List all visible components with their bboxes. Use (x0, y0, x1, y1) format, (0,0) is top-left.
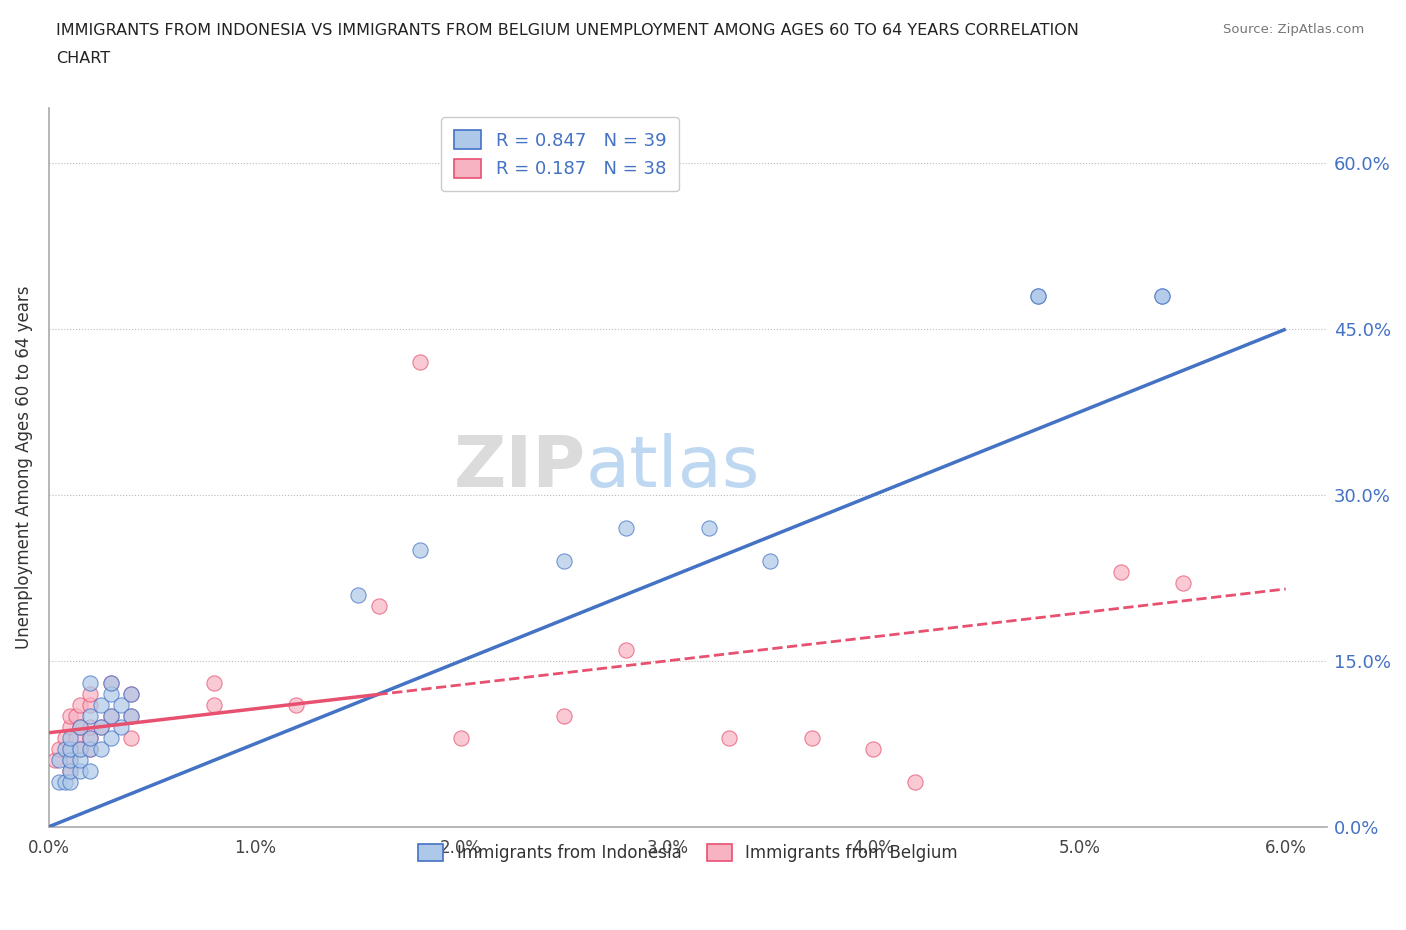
Point (55, 731, 77, 746)
Point (48, 775, 70, 790)
Point (120, 709, 142, 724)
Point (1150, 288, 1173, 303)
Point (697, 521, 720, 536)
Point (58, 753, 80, 768)
Point (79, 698, 101, 712)
Point (79, 709, 101, 724)
Text: Source: ZipAtlas.com: Source: ZipAtlas.com (1223, 23, 1364, 36)
Point (89, 720, 111, 735)
Point (58, 764, 80, 778)
Point (58, 731, 80, 746)
Point (285, 698, 308, 712)
Point (100, 731, 122, 746)
Text: IMMIGRANTS FROM INDONESIA VS IMMIGRANTS FROM BELGIUM UNEMPLOYMENT AMONG AGES 60 : IMMIGRANTS FROM INDONESIA VS IMMIGRANTS … (56, 23, 1080, 38)
Point (1028, 288, 1050, 303)
Point (89, 720, 111, 735)
Point (367, 598, 389, 613)
Point (79, 731, 101, 746)
Point (69, 764, 91, 778)
Point (58, 775, 80, 790)
Legend: Immigrants from Indonesia, Immigrants from Belgium: Immigrants from Indonesia, Immigrants fr… (412, 837, 965, 869)
Point (450, 731, 472, 746)
Point (65, 731, 87, 746)
Point (79, 731, 101, 746)
Point (110, 720, 132, 735)
Point (100, 709, 122, 724)
Text: atlas: atlas (586, 432, 761, 502)
Point (120, 731, 142, 746)
Point (58, 742, 80, 757)
Point (1109, 565, 1132, 579)
Point (58, 709, 80, 724)
Point (69, 742, 91, 757)
Text: ZIP: ZIP (454, 432, 586, 502)
Point (79, 742, 101, 757)
Point (79, 764, 101, 778)
Point (553, 709, 575, 724)
Point (1150, 288, 1173, 303)
Point (553, 554, 575, 569)
Point (58, 720, 80, 735)
Point (409, 355, 432, 370)
Point (1028, 288, 1050, 303)
Point (409, 543, 432, 558)
Point (79, 686, 101, 701)
Point (120, 686, 142, 701)
Point (100, 675, 122, 690)
Point (89, 698, 111, 712)
Point (55, 775, 77, 790)
Point (79, 720, 101, 735)
Point (100, 675, 122, 690)
Point (110, 698, 132, 712)
Point (759, 554, 782, 569)
Point (69, 698, 91, 712)
Point (58, 764, 80, 778)
Point (79, 675, 101, 690)
Point (614, 643, 637, 658)
Point (100, 686, 122, 701)
Point (65, 709, 87, 724)
Point (79, 742, 101, 757)
Point (100, 709, 122, 724)
Point (347, 587, 370, 602)
Point (89, 742, 111, 757)
Point (614, 521, 637, 536)
Point (55, 742, 77, 757)
Point (44, 753, 66, 768)
Point (69, 720, 91, 735)
Point (58, 753, 80, 768)
Point (69, 742, 91, 757)
Point (904, 775, 927, 790)
Point (120, 686, 142, 701)
Point (800, 731, 823, 746)
Point (202, 698, 225, 712)
Point (202, 675, 225, 690)
Point (58, 742, 80, 757)
Point (718, 731, 741, 746)
Point (69, 753, 91, 768)
Point (48, 742, 70, 757)
Point (1171, 576, 1194, 591)
Point (120, 709, 142, 724)
Text: CHART: CHART (56, 51, 110, 66)
Point (48, 753, 70, 768)
Point (862, 742, 884, 757)
Point (69, 720, 91, 735)
Y-axis label: Unemployment Among Ages 60 to 64 years: Unemployment Among Ages 60 to 64 years (15, 286, 32, 649)
